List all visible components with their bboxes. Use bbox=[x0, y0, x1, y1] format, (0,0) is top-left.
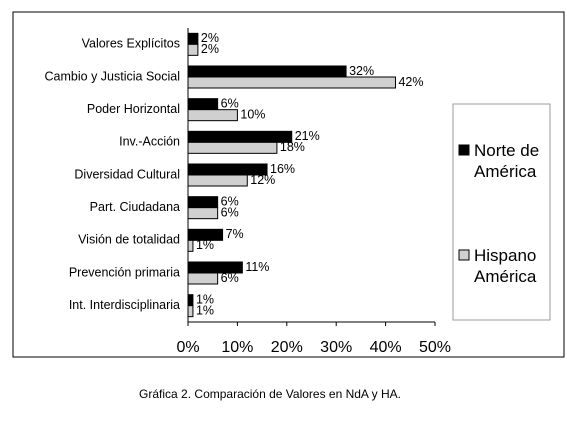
value-label: 1% bbox=[196, 303, 214, 317]
bar bbox=[187, 305, 194, 318]
y-tick-label: Poder Horizontal bbox=[87, 102, 180, 116]
bar bbox=[187, 239, 194, 252]
bar bbox=[187, 43, 199, 56]
x-tick-label: 50% bbox=[419, 339, 451, 356]
x-tick-label: 30% bbox=[320, 339, 352, 356]
legend-swatch bbox=[458, 144, 470, 156]
value-label: 7% bbox=[226, 227, 244, 241]
legend-swatch bbox=[458, 249, 470, 261]
y-tick-label: Valores Explícitos bbox=[82, 37, 180, 51]
bar bbox=[187, 272, 219, 285]
bar bbox=[187, 32, 199, 45]
value-label: 12% bbox=[250, 173, 275, 187]
bar bbox=[187, 196, 219, 209]
x-tick-label: 20% bbox=[271, 339, 303, 356]
y-tick-label: Diversidad Cultural bbox=[74, 167, 180, 181]
legend-label: Hispano América bbox=[474, 246, 537, 286]
value-label: 21% bbox=[295, 129, 320, 143]
y-tick-label: Cambio y Justicia Social bbox=[45, 69, 180, 83]
value-label: 6% bbox=[221, 271, 239, 285]
bar bbox=[187, 65, 347, 78]
bar bbox=[187, 207, 219, 220]
value-label: 6% bbox=[221, 194, 239, 208]
value-label: 32% bbox=[349, 64, 374, 78]
bar bbox=[187, 76, 396, 89]
value-label: 10% bbox=[240, 107, 265, 121]
x-tick-label: 10% bbox=[221, 339, 253, 356]
caption: Gráfica 2. Comparación de Valores en NdA… bbox=[139, 387, 401, 401]
legend-box bbox=[452, 103, 551, 321]
value-label: 1% bbox=[196, 292, 214, 306]
y-tick-label: Prevención primaria bbox=[69, 265, 180, 279]
value-label: 2% bbox=[201, 42, 219, 56]
value-label: 18% bbox=[280, 140, 305, 154]
x-tick-label: 40% bbox=[370, 339, 402, 356]
value-label: 2% bbox=[201, 31, 219, 45]
value-label: 42% bbox=[398, 75, 423, 89]
bar bbox=[187, 228, 224, 241]
legend-label: Norte de América bbox=[474, 141, 540, 181]
bar bbox=[187, 109, 238, 122]
bar bbox=[187, 174, 248, 187]
bar bbox=[187, 98, 219, 111]
y-tick-label: Inv.-Acción bbox=[119, 135, 180, 149]
y-tick-label: Part. Ciudadana bbox=[90, 200, 180, 214]
y-tick-label: Int. Interdisciplinaria bbox=[69, 298, 180, 312]
bar bbox=[187, 294, 194, 307]
value-label: 6% bbox=[221, 205, 239, 219]
y-tick-label: Visión de totalidad bbox=[78, 233, 180, 247]
x-tick-label: 0% bbox=[176, 339, 199, 356]
value-label: 16% bbox=[270, 162, 295, 176]
value-label: 1% bbox=[196, 238, 214, 252]
chart-border bbox=[12, 11, 565, 358]
value-label: 6% bbox=[221, 96, 239, 110]
value-label: 11% bbox=[245, 260, 269, 274]
bar bbox=[187, 130, 293, 143]
bar bbox=[187, 141, 278, 154]
